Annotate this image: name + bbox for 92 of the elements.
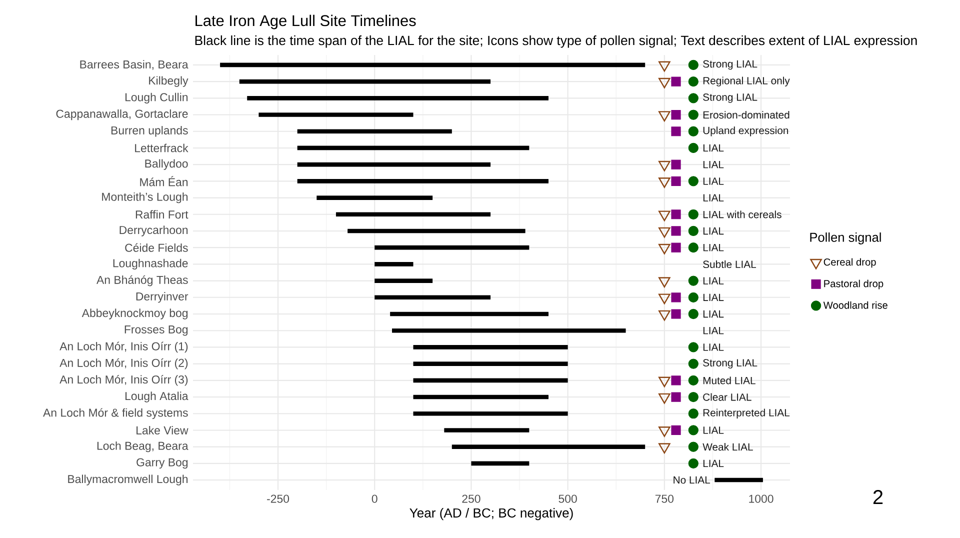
bar: [297, 179, 548, 184]
annotation: LIAL: [703, 144, 724, 152]
y-tick-label: Derrycarhoon: [120, 226, 188, 236]
annotation: Strong LIAL: [703, 60, 758, 70]
y-tick-label: An Loch Mór, Inis Oírr (2): [60, 358, 188, 370]
legend-label: Pastoral drop: [824, 280, 884, 290]
annotation: Strong LIAL: [703, 359, 758, 369]
bar: [297, 129, 452, 134]
annotation: Weak LIAL: [702, 443, 753, 451]
annotation: Upland expression: [703, 126, 788, 136]
y-tick-label: Lough Cullin: [125, 92, 188, 104]
text: 2: [873, 490, 883, 504]
annotation: LIAL: [703, 294, 724, 301]
y-tick-label: Loch Beag, Beara: [97, 441, 188, 452]
y-tick-label: Mám Éan: [140, 176, 188, 186]
annotation: LIAL: [703, 161, 724, 168]
x-tick-label: 500: [558, 494, 577, 503]
y-tick-label: Loughnashade: [113, 258, 188, 270]
bar: [452, 444, 646, 449]
annotation: LIAL: [703, 310, 724, 318]
chart-subtitle: Black line is the time span of the LIAL for the site; Icons show type of pollen signal; Text describes extent of LIAL expression: [195, 35, 917, 48]
bar: [336, 212, 491, 217]
y-tick-label: Monteith’s Lough: [102, 192, 188, 204]
y-tick-label: Barrees Basin, Beara: [80, 60, 188, 70]
bar: [374, 245, 530, 250]
annotation: LIAL: [703, 460, 724, 468]
bar: [413, 378, 568, 383]
annotation: Subtle LIAL: [703, 260, 756, 268]
annotation: LIAL: [703, 426, 724, 434]
bar: [374, 262, 414, 266]
y-tick-label: Cappanawalla, Gortaclare: [56, 109, 188, 120]
bar: [413, 362, 568, 366]
annotation: LIAL: [703, 244, 724, 252]
annotation: LIAL: [703, 227, 724, 235]
x-tick-label: -250: [267, 494, 290, 503]
bar: [239, 79, 491, 84]
bar: [413, 411, 568, 416]
y-tick-label: Letterfrack: [135, 144, 188, 152]
x-tick-label: 1000: [749, 494, 774, 503]
bar: [258, 112, 414, 117]
annotation: LIAL: [703, 178, 724, 185]
y-tick-label: Lake View: [136, 426, 188, 434]
x-tick-label: 250: [462, 494, 480, 503]
x-axis-title: Year (AD / BC; BC negative): [410, 508, 573, 520]
y-tick-label: Céide Fields: [125, 243, 188, 252]
y-tick-label: An Loch Mór, Inis Oírr (1): [60, 342, 188, 353]
annotation: Regional LIAL only: [703, 76, 790, 86]
y-tick-label: Frosses Bog: [124, 325, 188, 336]
bar: [297, 146, 530, 150]
annotation: Clear LIAL: [703, 393, 752, 401]
y-tick-label: Lough Atalia: [125, 392, 188, 402]
bar: [374, 278, 433, 283]
annotation: Reinterpreted LIAL: [703, 408, 790, 418]
annotation: LIAL: [703, 327, 724, 334]
legend-title: Pollen signal: [810, 232, 881, 244]
bar: [444, 428, 530, 432]
bar: [392, 328, 626, 333]
y-tick-label: An Loch Mór & field systems: [43, 408, 188, 420]
bar: [413, 345, 568, 350]
bar: [297, 162, 491, 167]
bar: [714, 478, 763, 482]
y-tick-label: Raffin Fort: [136, 210, 188, 219]
y-tick-label: Ballymacromwell Lough: [68, 474, 188, 486]
chart-title: Late Iron Age Lull Site Timelines: [196, 14, 416, 30]
annotation: Erosion-dominated: [703, 110, 790, 119]
y-tick-label: Abbeyknockmoy bog: [82, 308, 188, 320]
annotation: No LIAL: [674, 476, 710, 484]
annotation: Muted LIAL: [703, 376, 756, 384]
bar: [390, 312, 548, 316]
y-tick-label: Kilbegly: [149, 76, 188, 87]
x-tick-label: 750: [655, 494, 674, 503]
bar: [471, 461, 530, 466]
annotation: LIAL: [703, 277, 724, 284]
annotation: LIAL: [703, 344, 724, 351]
y-tick-label: Derryinver: [136, 292, 188, 303]
annotation: LIAL: [703, 194, 724, 202]
bar: [348, 228, 526, 234]
bar: [316, 196, 433, 200]
legend-label: Woodland rise: [823, 301, 888, 309]
bar: [220, 62, 646, 68]
y-tick-label: An Bhánóg Theas: [96, 275, 188, 286]
y-tick-label: Burren uplands: [111, 126, 188, 137]
bar: [413, 394, 548, 400]
bar: [247, 96, 548, 100]
x-tick-label: 0: [372, 494, 378, 503]
bar: [374, 295, 491, 300]
annotation: LIAL with cereals: [703, 210, 782, 218]
annotation: Strong LIAL: [703, 93, 758, 103]
y-tick-label: An Loch Mór, Inis Oírr (3): [60, 375, 188, 386]
y-tick-label: Ballydoo: [145, 159, 188, 170]
y-tick-label: Garry Bog: [136, 458, 188, 469]
legend-label: Cereal drop: [824, 258, 876, 268]
